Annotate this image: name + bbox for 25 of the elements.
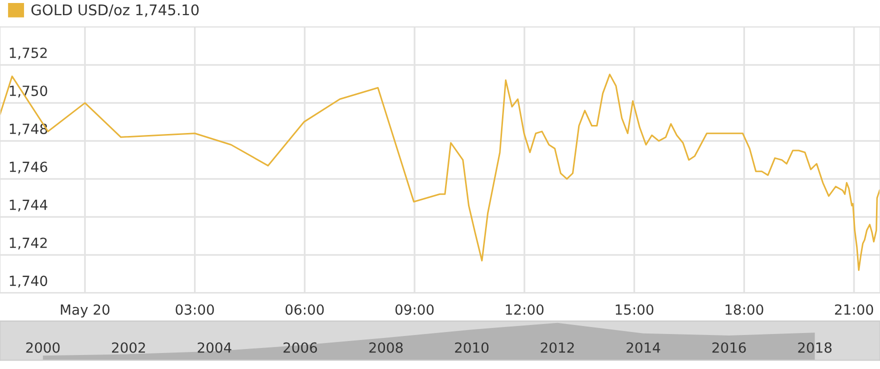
x-tick-label: 15:00 [616, 304, 654, 315]
x-tick-label: 2012 [540, 342, 574, 353]
x-tick-label: 09:00 [395, 304, 434, 315]
x-tick-label: May 20 [60, 304, 110, 318]
x-tick-label: 2006 [284, 342, 317, 353]
x-tick-label: 2014 [626, 342, 660, 353]
x-tick-label: 06:00 [286, 304, 324, 315]
x-tick-label: 2010 [455, 342, 488, 353]
x-tick-label: 2004 [198, 342, 232, 353]
y-tick-label: 1,748 [10, 124, 48, 136]
x-tick-label: 2000 [26, 342, 60, 353]
y-tick-label: 1,740 [10, 276, 48, 288]
y-tick-label: 1,752 [10, 48, 47, 60]
x-tick-label: 21:00 [835, 304, 874, 315]
x-tick-label: 18:00 [726, 304, 764, 315]
y-tick-label: 1,746 [10, 162, 48, 174]
x-tick-label: 2016 [712, 342, 746, 353]
y-tick-label: 1,742 [10, 238, 47, 250]
x-tick-label: 12:00 [506, 304, 544, 315]
x-tick-label: 2018 [798, 342, 832, 353]
x-tick-label: 2008 [369, 342, 403, 353]
x-tick-label: 03:00 [176, 304, 214, 315]
x-tick-label: 2002 [112, 342, 145, 353]
legend-label: GOLD USD/oz 1,745.10 [31, 4, 199, 17]
y-tick-label: 1,744 [10, 200, 48, 212]
